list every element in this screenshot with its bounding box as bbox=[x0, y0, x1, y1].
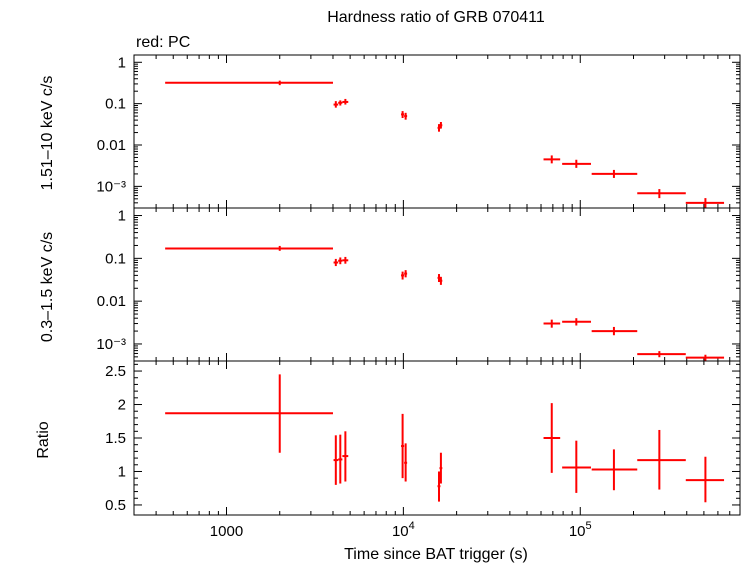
middle-panel-y-label: 0.3–1.5 keV c/s bbox=[39, 232, 56, 342]
top-y-tick-label: 0.01 bbox=[97, 137, 126, 154]
top-y-tick-label: 0.1 bbox=[105, 96, 126, 113]
middle-panel-frame bbox=[133, 207, 741, 362]
bottom-panel-y-label: Ratio bbox=[35, 421, 52, 458]
middle-y-tick-label: 1 bbox=[118, 208, 126, 225]
bottom-y-tick-label: 1.5 bbox=[105, 430, 126, 447]
middle-y-tick-label: 0.1 bbox=[105, 250, 126, 267]
chart-title: Hardness ratio of GRB 070411 bbox=[327, 9, 545, 26]
x-tick-label: 105 bbox=[569, 520, 592, 540]
top-y-tick-label: 1 bbox=[118, 54, 126, 71]
top-panel-y-label: 1.51–10 keV c/s bbox=[39, 76, 56, 191]
top-panel-frame bbox=[133, 54, 741, 209]
x-tick-label: 104 bbox=[392, 520, 415, 540]
middle-y-tick-label: 10⁻³ bbox=[96, 336, 126, 353]
top-y-tick-label: 10⁻³ bbox=[96, 178, 126, 195]
bottom-y-tick-label: 2.5 bbox=[105, 363, 126, 380]
bottom-panel-frame bbox=[133, 360, 741, 516]
legend-label: red: PC bbox=[136, 34, 190, 51]
middle-y-tick-label: 0.01 bbox=[97, 293, 126, 310]
x-tick-label: 1000 bbox=[210, 523, 243, 540]
bottom-y-tick-label: 1 bbox=[118, 463, 126, 480]
x-axis-label: Time since BAT trigger (s) bbox=[344, 546, 528, 563]
plot-layer: 1 0.1 0.01 10⁻³ 1 0.1 0.01 10⁻³ 0.5 1 1.5 2 2.5 1000 1… bbox=[96, 54, 741, 540]
bottom-y-tick-label: 2 bbox=[118, 397, 126, 414]
bottom-y-tick-label: 0.5 bbox=[105, 497, 126, 514]
